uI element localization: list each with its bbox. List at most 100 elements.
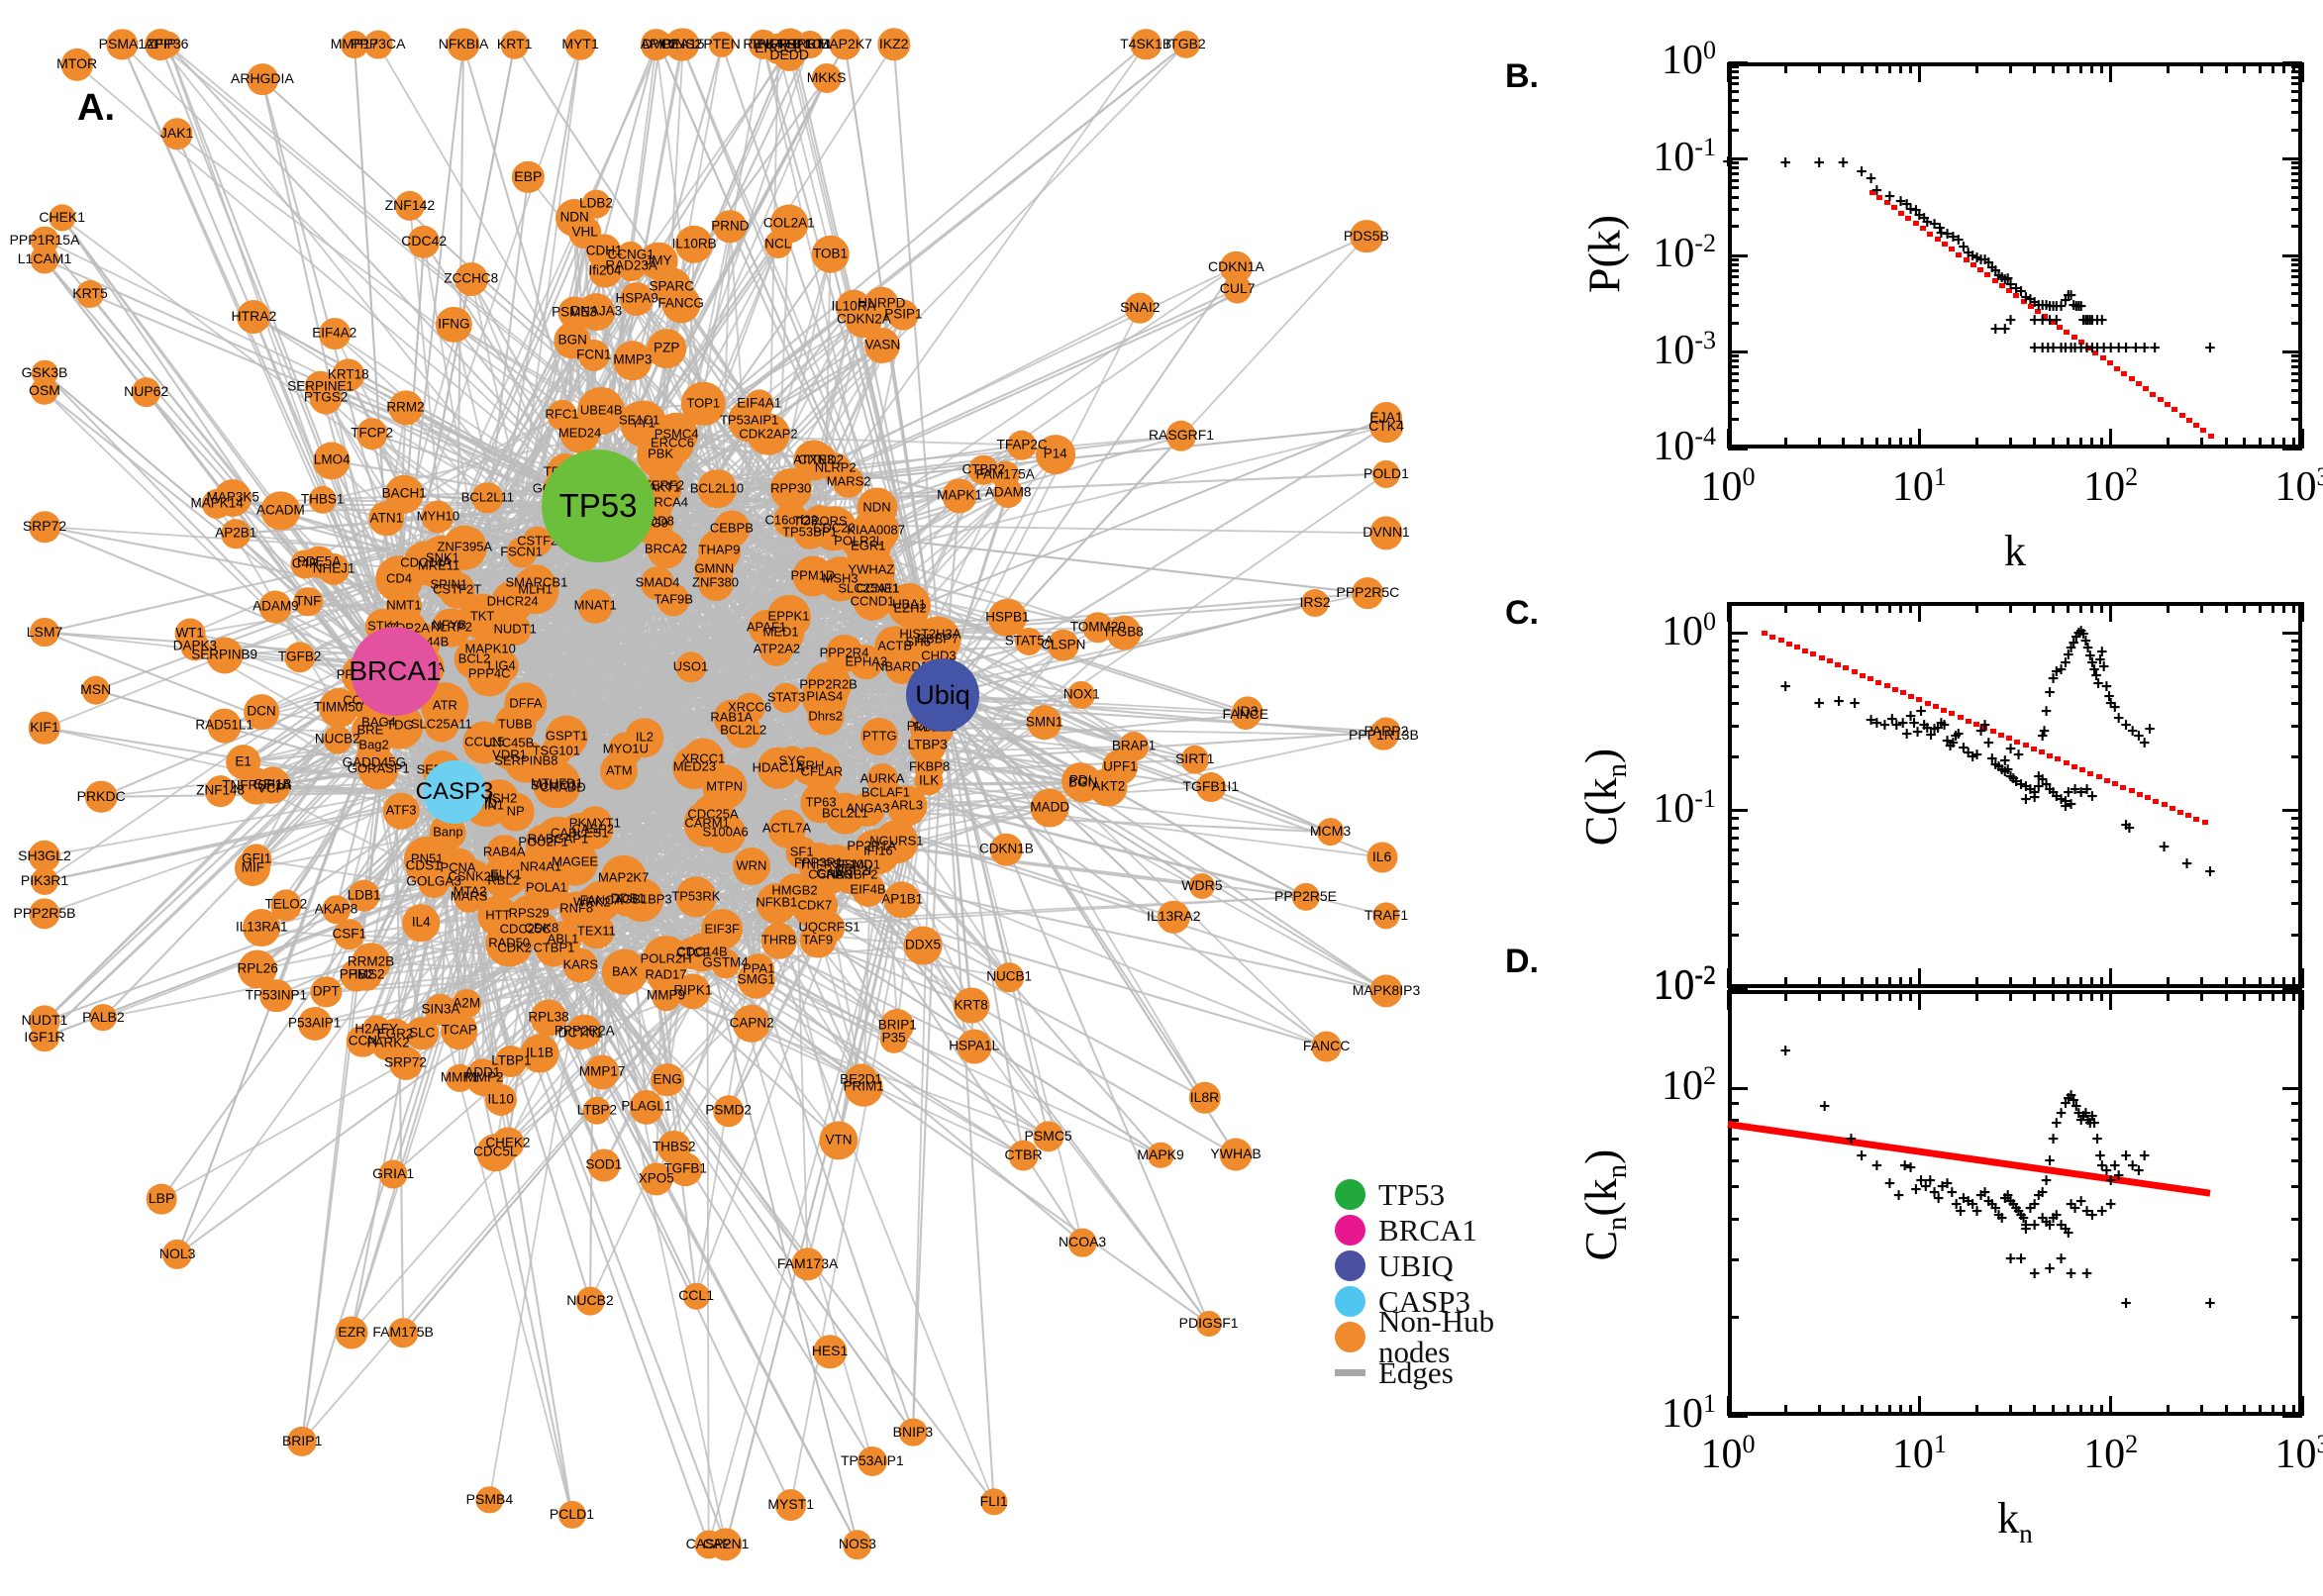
network-node[interactable] [293, 587, 324, 617]
network-node[interactable] [1369, 516, 1403, 549]
network-node[interactable] [880, 1009, 915, 1044]
network-node[interactable] [375, 554, 423, 603]
network-node[interactable] [76, 280, 104, 309]
network-node[interactable] [832, 465, 865, 498]
network-node[interactable] [466, 651, 512, 697]
network-node[interactable] [804, 444, 838, 476]
network-node[interactable] [318, 688, 358, 728]
network-node[interactable] [767, 810, 806, 848]
network-node[interactable] [813, 1335, 847, 1368]
network-node[interactable] [691, 793, 735, 837]
network-node[interactable] [1082, 612, 1114, 644]
network-node[interactable] [908, 726, 948, 765]
network-node[interactable] [1369, 409, 1403, 444]
network-node[interactable] [1030, 788, 1069, 828]
network-node[interactable] [354, 744, 394, 783]
network-node[interactable] [558, 813, 601, 855]
network-node[interactable] [829, 29, 860, 60]
network-node[interactable] [676, 936, 710, 970]
network-node[interactable] [1291, 882, 1320, 911]
network-node[interactable] [1180, 746, 1209, 774]
network-node[interactable] [206, 637, 244, 674]
network-node[interactable] [378, 1018, 412, 1051]
network-node[interactable] [639, 242, 678, 280]
network-node[interactable] [1219, 1138, 1253, 1171]
network-node[interactable] [348, 879, 381, 912]
network-node[interactable] [903, 926, 943, 965]
network-node[interactable] [421, 500, 454, 534]
network-node[interactable] [990, 833, 1023, 866]
network-node[interactable] [500, 30, 529, 59]
network-node[interactable] [84, 780, 118, 814]
network-node[interactable] [387, 390, 424, 426]
network-node[interactable] [352, 711, 389, 749]
network-node[interactable] [247, 63, 278, 96]
network-node[interactable] [760, 923, 797, 959]
network-node[interactable] [795, 31, 824, 58]
network-node[interactable] [323, 725, 353, 754]
network-node[interactable] [637, 431, 684, 479]
network-node[interactable] [845, 523, 892, 570]
network-node[interactable] [30, 226, 59, 254]
network-node[interactable] [734, 692, 765, 724]
network-node[interactable] [625, 718, 664, 758]
network-node[interactable] [454, 261, 488, 296]
network-node[interactable] [554, 322, 591, 359]
network-node[interactable] [1026, 705, 1062, 741]
network-node[interactable] [656, 1130, 691, 1164]
network-node[interactable] [418, 865, 451, 898]
network-node[interactable] [819, 1121, 858, 1160]
network-node[interactable] [388, 1318, 418, 1348]
network-node[interactable] [321, 894, 352, 925]
network-node[interactable] [675, 973, 711, 1010]
network-node[interactable] [681, 381, 726, 427]
network-node[interactable] [584, 1054, 620, 1090]
network-node[interactable] [620, 282, 655, 317]
network-node[interactable] [774, 1489, 807, 1522]
network-node[interactable] [204, 775, 237, 808]
network-node[interactable] [873, 626, 916, 667]
network-node[interactable] [1006, 430, 1038, 460]
network-node[interactable] [237, 299, 271, 334]
network-node[interactable] [436, 307, 472, 344]
network-node[interactable] [402, 904, 441, 943]
network-node[interactable] [511, 566, 559, 615]
network-node[interactable] [800, 782, 842, 824]
network-node[interactable] [1158, 900, 1190, 934]
network-node[interactable] [318, 318, 351, 350]
network-node[interactable] [1035, 435, 1075, 475]
network-node[interactable] [297, 1007, 332, 1042]
network-node[interactable] [253, 766, 291, 804]
network-node[interactable] [30, 1022, 59, 1052]
network-node[interactable] [710, 948, 741, 978]
network-node[interactable] [601, 948, 649, 995]
network-node[interactable] [588, 254, 622, 288]
network-node[interactable] [1372, 901, 1400, 930]
network-node[interactable] [547, 399, 577, 431]
network-node[interactable] [564, 1018, 596, 1050]
network-node[interactable] [557, 1501, 586, 1530]
network-node[interactable] [1067, 1228, 1097, 1257]
network-node[interactable] [260, 491, 300, 531]
network-node[interactable] [567, 216, 602, 249]
network-node[interactable] [708, 31, 736, 58]
network-node[interactable] [582, 1096, 612, 1126]
network-node[interactable] [355, 418, 388, 450]
network-node[interactable] [335, 1316, 368, 1349]
network-node[interactable] [771, 683, 802, 714]
network-node[interactable] [843, 1530, 872, 1559]
network-node[interactable] [60, 49, 93, 81]
network-node[interactable] [484, 852, 528, 897]
network-node[interactable] [1088, 767, 1128, 807]
network-node[interactable] [1352, 577, 1384, 610]
network-node[interactable] [799, 922, 837, 959]
hub-node-casp3[interactable]: CASP3 [416, 760, 493, 824]
network-node[interactable] [745, 389, 774, 419]
network-node[interactable] [1188, 1081, 1221, 1114]
network-node[interactable] [651, 1062, 685, 1097]
network-node[interactable] [575, 1286, 605, 1316]
hub-node-ubiq[interactable]: Ubiq [906, 658, 979, 732]
network-node[interactable] [587, 1148, 621, 1182]
network-node[interactable] [640, 565, 675, 601]
network-node[interactable] [1147, 1142, 1174, 1169]
